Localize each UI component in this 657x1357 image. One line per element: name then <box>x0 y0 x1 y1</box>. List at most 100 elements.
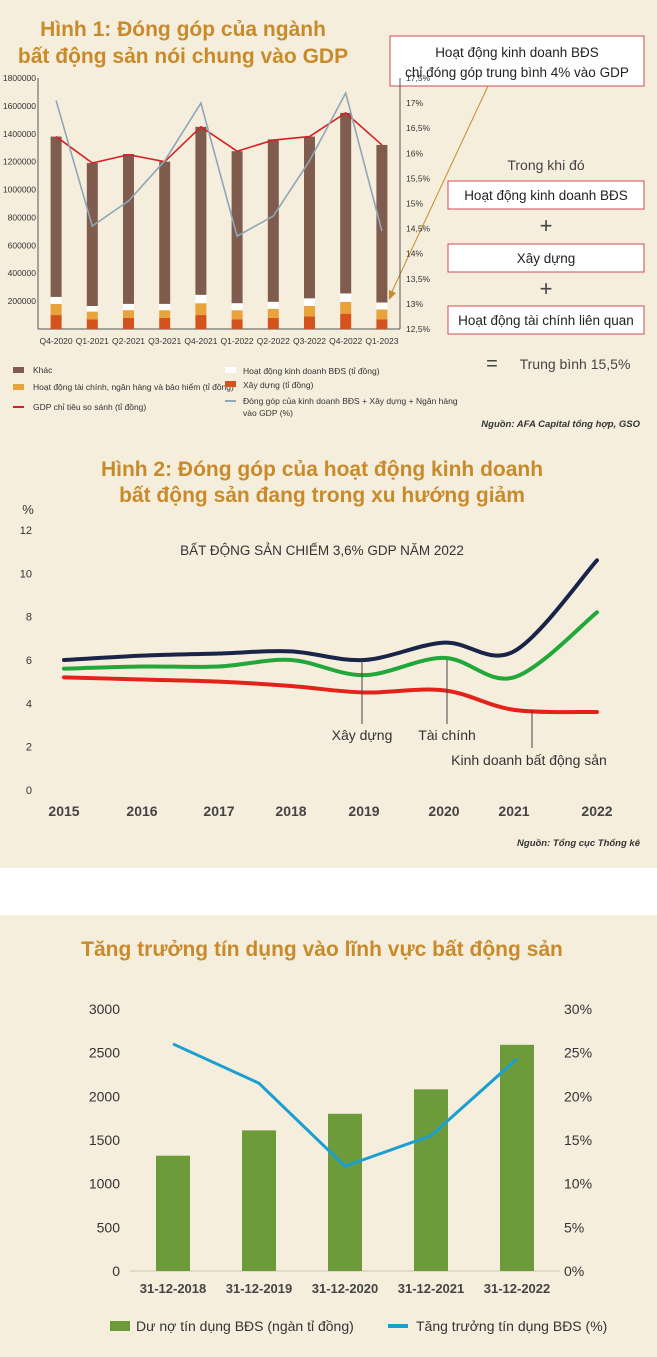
fig3-bar <box>500 1044 534 1271</box>
legend-swatch-khac <box>13 367 24 373</box>
fig1-bar-segment <box>195 126 207 295</box>
fig3-plot-area: 0 500 1000 1500 2000 2500 3000 0% 5% 10% 15% 20% 25%… <box>89 1001 592 1296</box>
fig2-x-tick: 2021 <box>498 803 529 819</box>
fig1-bar-segment <box>376 144 388 303</box>
fig1-y-tick: 1800000 <box>3 73 36 83</box>
fig2-title-line1: Hình 2: Đóng góp của hoạt động kinh doan… <box>101 458 543 481</box>
equals-sign: = <box>486 353 498 375</box>
fig2-source: Nguồn: Tổng cục Thống kê <box>517 838 641 849</box>
fig1-bar-segment <box>195 294 207 304</box>
fig1-y2-tick: 13% <box>406 299 423 309</box>
fig1-bar-segment <box>267 308 279 318</box>
fig3-y-tick: 2000 <box>89 1088 120 1104</box>
fig1-bar-segment <box>340 301 352 314</box>
figure-2-panel: Hình 2: Đóng góp của hoạt động kinh doan… <box>0 438 657 868</box>
callout-line1: Hoạt động kinh doanh BĐS <box>435 45 599 60</box>
fig2-x-tick: 2019 <box>348 803 379 819</box>
fig1-y2-tick: 12,5% <box>406 324 431 334</box>
average-label: Trung bình 15,5% <box>520 356 631 372</box>
fig1-y-tick: 1600000 <box>3 101 36 111</box>
fig1-bar-segment <box>376 302 388 310</box>
fig3-bar <box>242 1130 276 1271</box>
fig3-y-tick: 1500 <box>89 1132 120 1148</box>
fig1-y2-tick: 13,5% <box>406 274 431 284</box>
fig1-y-tick: 800000 <box>8 212 37 222</box>
fig1-y2-tick: 15% <box>406 199 423 209</box>
fig1-bar-segment <box>159 161 171 304</box>
fig1-y-tick: 600000 <box>8 240 37 250</box>
legend-contrib-line2: vào GDP (%) <box>243 408 293 418</box>
fig1-bar-segment <box>304 298 315 306</box>
fig3-bar <box>156 1155 190 1271</box>
fig1-bar-segment <box>86 163 98 306</box>
callout-arrowhead <box>389 290 396 300</box>
fig2-title-line2: bất động sản đang trong xu hướng giảm <box>119 484 525 507</box>
legend-gdp: GDP chỉ tiêu so sánh (tỉ đồng) <box>33 402 146 412</box>
legend-swatch-xay-dung <box>225 381 236 387</box>
fig1-y-tick: 1400000 <box>3 129 36 139</box>
fig3-y-tick: 500 <box>97 1219 121 1235</box>
fig2-x-tick: 2018 <box>275 803 306 819</box>
fig1-gdp-line <box>55 111 383 164</box>
fig2-series-real-estate <box>62 675 599 715</box>
fig1-bar-segment <box>195 315 207 329</box>
fig1-y2-tick: 17,5% <box>406 73 431 83</box>
fig1-contribution-line <box>55 90 383 238</box>
plus-2: + <box>540 276 553 301</box>
legend-swatch-bds <box>225 367 236 373</box>
fig1-title-line1: Hình 1: Đóng góp của ngành <box>40 18 326 41</box>
fig3-y2-tick: 25% <box>564 1045 592 1061</box>
legend-contrib-line1: Đóng góp của kinh doanh BĐS + Xây dựng +… <box>243 396 458 406</box>
fig1-bar-segment <box>376 319 388 329</box>
box-tai-chinh <box>447 305 645 335</box>
fig1-y2-tick: 17% <box>406 98 423 108</box>
fig1-bar-segment <box>159 303 171 311</box>
figure-3-panel: Tăng trưởng tín dụng vào lĩnh vực bất độ… <box>0 915 657 1357</box>
legend-xay-dung: Xây dựng (tỉ đồng) <box>243 380 314 390</box>
fig1-x-tick: Q3-2021 <box>148 336 181 346</box>
fig2-x-tick: 2020 <box>428 803 459 819</box>
fig1-bar-segment <box>340 313 352 329</box>
fig3-y2-tick: 5% <box>564 1219 584 1235</box>
fig2-y-tick: 8 <box>26 612 32 624</box>
plus-1: + <box>540 213 553 238</box>
legend-bar-label: Dư nợ tín dụng BĐS (ngàn tỉ đồng) <box>136 1318 354 1334</box>
fig1-bar-segment <box>267 139 279 302</box>
fig1-bar-segment <box>231 151 243 304</box>
fig1-bar-segment <box>231 319 243 329</box>
fig1-bar-segment <box>159 310 171 318</box>
fig3-y-tick: 1000 <box>89 1176 120 1192</box>
fig3-bar <box>414 1089 448 1271</box>
fig3-bar <box>328 1113 362 1271</box>
fig1-y-tick: 1000000 <box>3 185 36 195</box>
fig1-bar-segment <box>50 303 62 316</box>
fig2-x-tick: 2022 <box>581 803 612 819</box>
fig1-bar-segment <box>86 319 98 329</box>
fig2-y-tick: 10 <box>20 568 32 580</box>
fig3-y2-tick: 10% <box>564 1176 592 1192</box>
fig1-y2-tick: 14% <box>406 249 423 259</box>
fig2-subtitle: BẤT ĐỘNG SẢN CHIẾM 3,6% GDP NĂM 2022 <box>180 543 464 558</box>
fig1-bar-segment <box>231 303 243 311</box>
fig3-x-tick: 31-12-2022 <box>484 1281 551 1296</box>
fig2-y-unit: % <box>22 502 34 517</box>
fig1-x-tick: Q1-2021 <box>76 336 109 346</box>
fig1-bar-segment <box>86 305 98 312</box>
figure-1-chart: Hình 1: Đóng góp của ngành bất động sản … <box>3 18 645 430</box>
legend-bds: Hoạt động kinh doanh BĐS (tỉ đồng) <box>243 366 380 376</box>
fig1-y2-tick: 15,5% <box>406 173 431 183</box>
fig3-x-tick: 31-12-2019 <box>226 1281 293 1296</box>
fig2-x-tick: 2016 <box>126 803 157 819</box>
fig1-bar-segment <box>123 310 134 318</box>
fig2-y-tick: 12 <box>20 525 32 537</box>
box-bds-label: Hoạt động kinh doanh BĐS <box>464 188 628 203</box>
fig1-title-line2: bất động sản nói chung vào GDP <box>18 45 348 68</box>
fig1-bar-segment <box>376 309 388 320</box>
fig3-y-tick: 2500 <box>89 1045 120 1061</box>
fig1-y-tick: 200000 <box>8 296 37 306</box>
fig2-x-tick: 2015 <box>48 803 79 819</box>
fig1-bar-segment <box>86 311 98 320</box>
fig2-series-total <box>62 558 599 663</box>
fig1-bar-segment <box>50 315 62 329</box>
fig2-y-tick: 6 <box>26 655 32 667</box>
